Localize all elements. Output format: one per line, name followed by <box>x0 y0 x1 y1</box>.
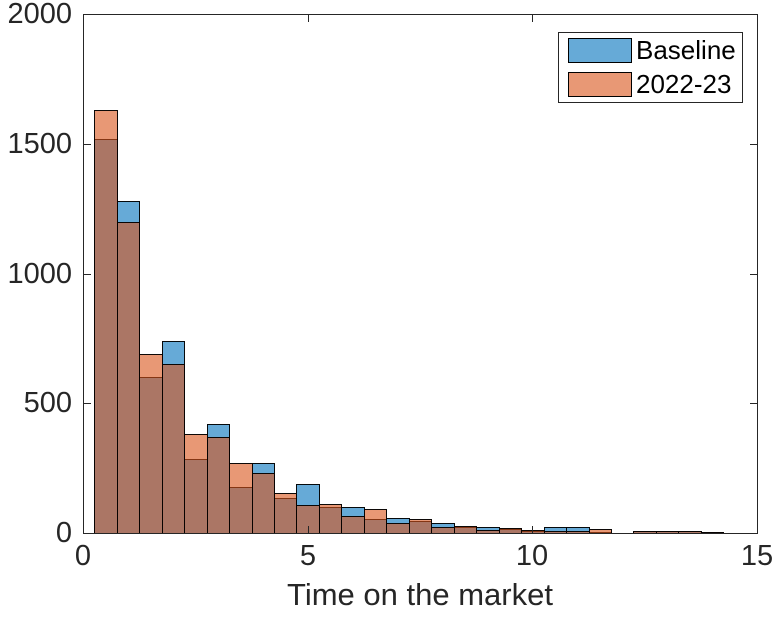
legend-entry-baseline: Baseline <box>568 35 742 65</box>
histogram-bar-2022-23 <box>566 531 590 534</box>
legend-entry-2022-23: 2022-23 <box>568 69 742 99</box>
y-tick-left <box>84 403 91 404</box>
y-axis-tick-label: 1500 <box>7 128 72 160</box>
histogram-bar-2022-23 <box>252 473 275 534</box>
x-axis-tick-label: 15 <box>740 540 774 572</box>
y-axis-tick-label: 0 <box>55 517 72 549</box>
histogram-bar-2022-23 <box>341 516 365 534</box>
y-tick-right <box>750 144 757 145</box>
y-tick-right <box>750 14 757 15</box>
histogram-bar-2022-23 <box>162 364 185 534</box>
histogram-bar-2022-23 <box>656 531 679 534</box>
histogram-bar-2022-23 <box>364 509 387 534</box>
x-tick-bottom <box>83 526 84 533</box>
histogram-bar-2022-23 <box>521 530 545 534</box>
x-tick-top <box>83 15 84 22</box>
histogram-bar-2022-23 <box>701 532 724 534</box>
x-tick-top <box>757 15 758 22</box>
histogram-bar-2022-23 <box>386 523 410 534</box>
y-axis-tick-label: 2000 <box>7 0 72 30</box>
y-axis-tick-label: 1000 <box>7 258 72 290</box>
x-tick-top <box>308 15 309 22</box>
histogram-bar-2022-23 <box>544 531 567 534</box>
histogram-bar-2022-23 <box>678 531 702 534</box>
x-axis-tick-label: 0 <box>74 540 92 572</box>
legend-label-2022-23: 2022-23 <box>636 69 732 99</box>
histogram-bar-2022-23 <box>499 528 522 534</box>
histogram-bar-2022-23 <box>184 434 208 534</box>
x-tick-bottom <box>757 526 758 533</box>
histogram-bar-2022-23 <box>589 529 612 534</box>
legend-swatch-baseline <box>568 38 632 63</box>
histogram-bar-2022-23 <box>319 504 342 534</box>
y-axis-tick-label: 500 <box>23 387 72 419</box>
y-tick-right <box>750 274 757 275</box>
histogram-bar-2022-23 <box>94 110 118 534</box>
x-tick-bottom <box>308 526 309 533</box>
y-tick-left <box>84 144 91 145</box>
y-tick-left <box>84 274 91 275</box>
histogram-bar-2022-23 <box>409 519 432 534</box>
x-axis-label: Time on the market <box>287 577 553 612</box>
histogram-bar-2022-23 <box>454 526 477 534</box>
x-tick-top <box>532 15 533 22</box>
histogram-bar-2022-23 <box>139 354 163 534</box>
y-tick-left <box>84 14 91 15</box>
histogram-bar-2022-23 <box>476 530 500 534</box>
x-axis-tick-label: 10 <box>515 540 549 572</box>
legend-swatch-2022-23 <box>568 72 632 97</box>
histogram-bar-2022-23 <box>117 222 140 534</box>
legend-label-baseline: Baseline <box>636 35 736 65</box>
y-tick-right <box>750 403 757 404</box>
legend: Baseline 2022-23 <box>558 32 743 103</box>
x-axis-tick-label: 5 <box>299 540 317 572</box>
histogram-bar-2022-23 <box>431 527 455 534</box>
histogram-bar-2022-23 <box>229 463 253 534</box>
histogram-bar-2022-23 <box>633 531 657 534</box>
y-tick-left <box>84 533 91 534</box>
histogram-bar-2022-23 <box>207 437 230 534</box>
histogram-bar-2022-23 <box>274 493 297 534</box>
y-tick-right <box>750 533 757 534</box>
x-tick-bottom <box>532 526 533 533</box>
